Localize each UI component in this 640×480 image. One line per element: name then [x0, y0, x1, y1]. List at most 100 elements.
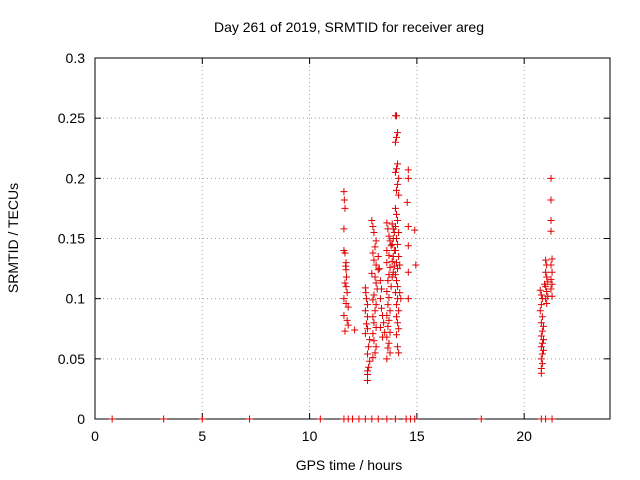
- y-tick-label: 0.25: [58, 110, 85, 126]
- data-point: [369, 354, 377, 362]
- x-tick-label: 10: [302, 428, 318, 444]
- data-point: [370, 291, 378, 299]
- data-point: [351, 326, 359, 334]
- data-point: [547, 227, 555, 235]
- data-point: [403, 198, 411, 206]
- data-point: [370, 337, 378, 345]
- data-point: [547, 275, 555, 283]
- data-point: [543, 299, 551, 307]
- data-point: [368, 415, 376, 423]
- y-tick-label: 0: [77, 411, 85, 427]
- data-point: [372, 301, 380, 309]
- data-point: [361, 330, 369, 338]
- data-point: [542, 268, 550, 276]
- data-point: [394, 265, 402, 273]
- y-tick-label: 0.05: [58, 351, 85, 367]
- axis-ticks: 0 5 10 15 20 0 0.05 0.1 0.15 0.2 0.25 0.3: [58, 50, 610, 444]
- data-point: [392, 112, 400, 120]
- data-point: [108, 415, 116, 423]
- data-point: [538, 360, 546, 368]
- data-point: [538, 327, 546, 335]
- data-point: [374, 266, 382, 274]
- chart-title: Day 261 of 2019, SRMTID for receiver are…: [214, 19, 484, 35]
- data-point: [341, 327, 349, 335]
- data-point: [369, 330, 377, 338]
- data-point: [548, 268, 556, 276]
- data-point: [538, 313, 546, 321]
- data-point: [342, 266, 350, 274]
- data-point: [366, 357, 374, 365]
- data-point: [539, 346, 547, 354]
- data-point: [386, 307, 394, 315]
- data-point: [394, 180, 402, 188]
- data-point: [547, 196, 555, 204]
- data-point: [396, 261, 404, 269]
- data-point: [385, 339, 393, 347]
- data-point: [394, 343, 402, 351]
- data-point: [394, 283, 402, 291]
- x-tick-label: 5: [198, 428, 206, 444]
- data-point: [392, 186, 400, 194]
- data-point: [537, 319, 545, 327]
- data-point: [395, 174, 403, 182]
- data-point: [369, 296, 377, 304]
- data-point: [383, 312, 391, 320]
- data-point: [372, 237, 380, 245]
- data-point: [543, 287, 551, 295]
- data-point: [383, 219, 391, 227]
- data-point: [198, 415, 206, 423]
- data-point: [349, 415, 356, 423]
- data-point: [394, 319, 402, 327]
- data-point: [364, 370, 372, 378]
- data-point: [369, 249, 377, 257]
- data-point: [538, 350, 546, 358]
- data-point: [342, 283, 350, 291]
- data-point: [542, 415, 550, 423]
- data-point: [547, 216, 555, 224]
- data-point: [386, 263, 394, 271]
- data-point: [375, 265, 383, 273]
- data-point: [404, 242, 412, 250]
- data-point: [374, 415, 382, 423]
- data-point: [384, 344, 392, 352]
- data-point: [537, 355, 545, 363]
- data-point: [543, 273, 551, 281]
- data-point: [362, 320, 370, 328]
- data-point: [404, 222, 412, 230]
- data-point: [383, 415, 391, 423]
- data-point: [394, 241, 402, 249]
- data-point: [394, 129, 402, 137]
- data-point: [392, 331, 400, 339]
- data-point: [342, 273, 350, 281]
- y-tick-label: 0.1: [66, 291, 86, 307]
- data-point: [364, 350, 372, 358]
- data-point: [340, 188, 348, 196]
- data-point: [395, 191, 403, 199]
- data-point: [343, 316, 351, 324]
- data-point: [537, 343, 545, 351]
- data-series: [108, 112, 556, 423]
- data-point: [411, 226, 419, 234]
- data-point: [387, 242, 395, 250]
- data-point: [548, 415, 556, 423]
- data-point: [387, 283, 395, 291]
- data-point: [377, 285, 385, 293]
- data-point: [395, 307, 403, 315]
- data-point: [364, 325, 372, 333]
- data-point: [362, 289, 370, 297]
- data-point: [372, 343, 380, 351]
- data-point: [366, 336, 374, 344]
- data-point: [372, 261, 380, 269]
- data-point: [364, 376, 372, 384]
- data-point: [364, 301, 372, 309]
- data-point: [537, 291, 545, 299]
- data-point: [542, 256, 550, 264]
- data-point: [384, 322, 392, 330]
- data-point: [392, 235, 400, 242]
- data-point: [341, 249, 349, 257]
- data-point: [537, 301, 545, 309]
- data-point: [391, 415, 399, 423]
- data-point: [395, 325, 403, 333]
- data-point: [404, 166, 412, 174]
